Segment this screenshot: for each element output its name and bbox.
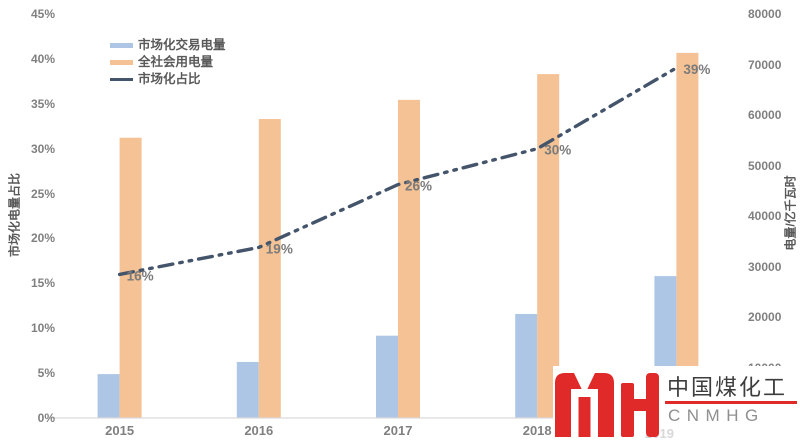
y-left-tick: 35% (30, 96, 55, 111)
bar-2018 (515, 313, 538, 418)
bar-2019 (676, 52, 699, 418)
y-axis-left-title: 市场化电量占比 (7, 172, 22, 258)
legend-item-total-consumption: 全社会用电量 (110, 54, 226, 70)
y-right-tick: 40000 (748, 209, 782, 223)
legend-label: 全社会用电量 (138, 55, 214, 69)
y-left-tick: 45% (30, 7, 55, 21)
y-right-tick: 60000 (748, 108, 782, 122)
myh-logo-icon (555, 373, 659, 437)
legend-swatch-orange-bar-icon (110, 59, 133, 65)
line-label-2018: 30% (544, 143, 571, 158)
line-label-2019: 39% (683, 62, 710, 77)
bars-layer (97, 52, 699, 418)
line-data-labels: 16% 19% 26% 30% 39% (127, 62, 711, 283)
bar-2016 (236, 361, 259, 418)
bar-2016 (258, 119, 281, 418)
y-axis-right-title: 电量/亿千瓦时 (783, 175, 798, 251)
x-axis-label: 2018 (522, 423, 552, 438)
bar-2015 (119, 137, 142, 418)
y-left-tick: 10% (30, 321, 55, 336)
legend-label: 市场化交易电量 (138, 38, 226, 52)
y-left-tick: 20% (30, 231, 55, 246)
logo-abbreviation: CNMHG (668, 406, 765, 425)
y-right-tick: 70000 (748, 57, 782, 72)
x-axis-label: 2016 (244, 423, 274, 438)
y-left-tick: 25% (30, 186, 55, 201)
line-label-2017: 26% (405, 179, 432, 194)
legend-swatch-line-icon (110, 77, 133, 81)
y-left-tick: 40% (30, 51, 55, 66)
logo-underline (665, 401, 797, 404)
line-label-2016: 19% (266, 241, 293, 256)
legend-item-market-traded: 市场化交易电量 (110, 37, 226, 53)
bar-2017 (376, 335, 398, 418)
bar-2017 (398, 99, 420, 418)
legend: 市场化交易电量 全社会用电量 市场化占比 (110, 37, 226, 88)
legend-swatch-blue-bar-icon (110, 42, 133, 48)
y-right-tick: 20000 (748, 310, 782, 324)
y-left-tick: 0% (37, 411, 55, 425)
y-left-tick: 30% (30, 141, 55, 156)
watermark-logo: 2019 中国煤化工 CNMHG (553, 366, 800, 443)
x-axis-label: 2015 (105, 423, 135, 438)
legend-label: 市场化占比 (138, 72, 201, 86)
y-right-tick: 80000 (748, 7, 782, 21)
bar-2015 (97, 374, 120, 418)
x-axis-label: 2017 (383, 423, 413, 438)
legend-item-market-share: 市场化占比 (110, 71, 226, 87)
y-right-tick: 30000 (748, 259, 782, 274)
y-left-tick: 15% (30, 276, 55, 291)
y-left-tick: 5% (37, 366, 55, 381)
line-label-2015: 16% (127, 268, 154, 283)
logo-company-name: 中国煤化工 (667, 375, 788, 400)
bar-2018 (537, 74, 560, 418)
trend-line (117, 66, 679, 277)
y-right-tick: 50000 (748, 158, 782, 173)
